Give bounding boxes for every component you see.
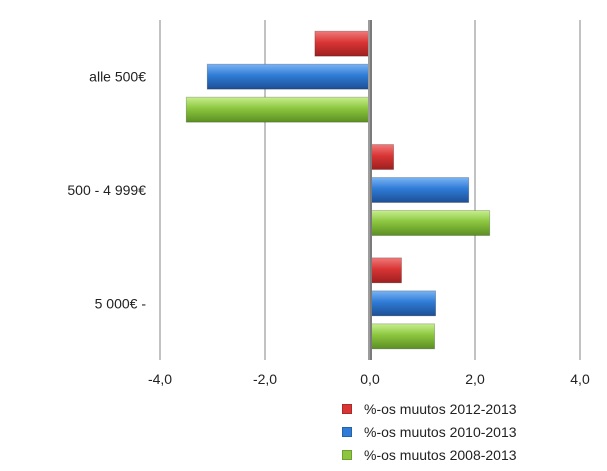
bar: [206, 63, 371, 90]
bar: [369, 290, 437, 317]
bar: [369, 177, 470, 203]
legend-item-2010-2013: %-os muutos 2010-2013: [342, 420, 592, 443]
category-label: 500 - 4 999€: [67, 182, 146, 198]
legend-swatch-red: [342, 403, 352, 414]
x-tick-label: 2,0: [465, 371, 485, 387]
labels: -4,0 -2,0 0,0 2,0 4,0 alle 500€ 500 - 4 999€ 5 …: [67, 69, 590, 387]
bar: [369, 144, 395, 170]
x-tick-label: 0,0: [360, 371, 380, 387]
bars: [185, 30, 491, 350]
x-tick-label: -4,0: [148, 371, 172, 387]
bar: [369, 210, 491, 236]
bar: [314, 30, 371, 57]
bar: [369, 257, 402, 284]
legend: %-os muutos 2012-2013 %-os muutos 2010-2…: [342, 397, 592, 466]
legend-item-2008-2013: %-os muutos 2008-2013: [342, 443, 592, 466]
x-tick-label: -2,0: [253, 371, 277, 387]
category-label: 5 000€ -: [95, 295, 147, 311]
bar: [185, 96, 371, 123]
category-label: alle 500€: [89, 69, 146, 85]
legend-item-2012-2013: %-os muutos 2012-2013: [342, 397, 592, 420]
legend-swatch-green: [342, 449, 352, 460]
axis: [368, 20, 372, 360]
x-tick-label: 4,0: [570, 371, 590, 387]
legend-label: %-os muutos 2010-2013: [364, 423, 517, 440]
legend-label: %-os muutos 2012-2013: [364, 400, 517, 417]
legend-swatch-blue: [342, 426, 352, 437]
bar: [369, 323, 435, 350]
legend-label: %-os muutos 2008-2013: [364, 446, 517, 463]
